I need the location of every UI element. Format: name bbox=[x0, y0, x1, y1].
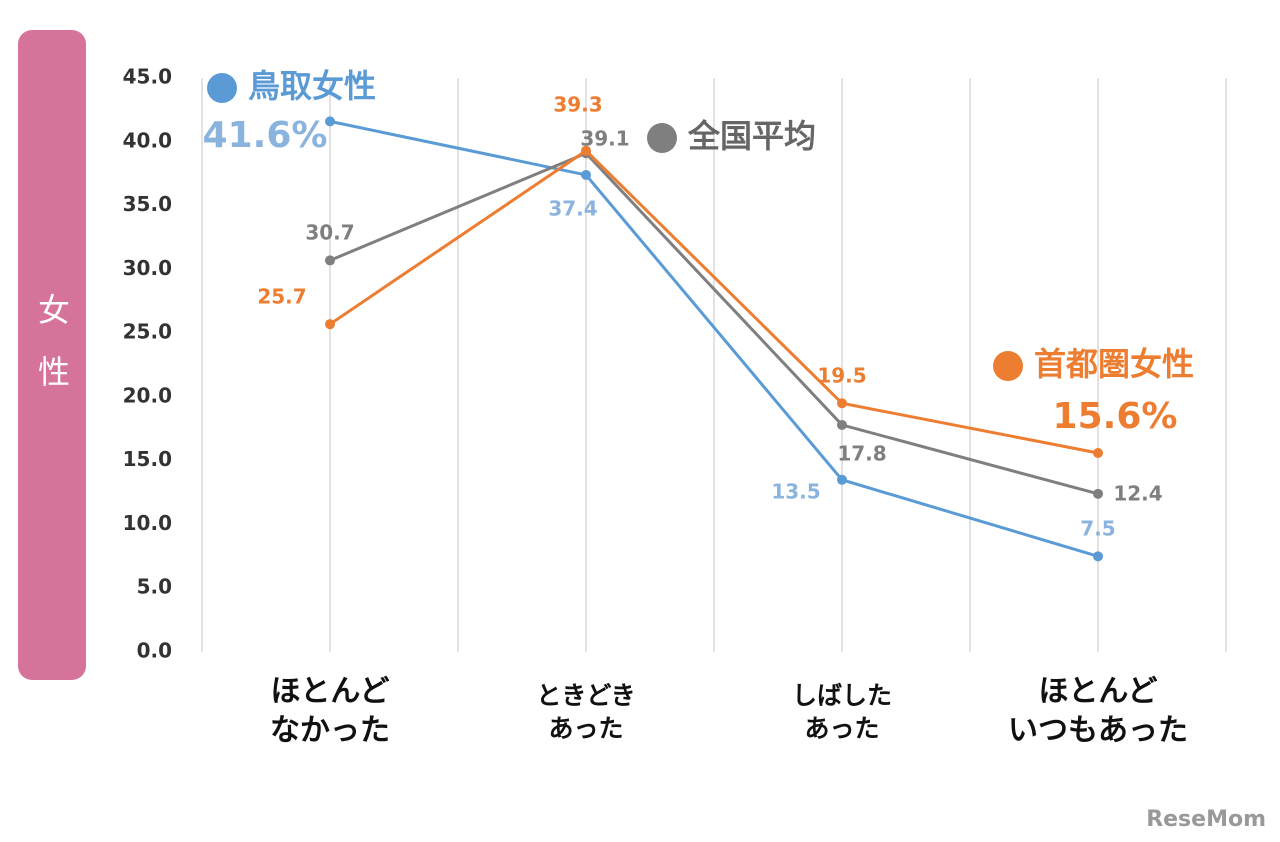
data-point bbox=[1093, 551, 1103, 562]
watermark: ReseMom bbox=[1146, 807, 1266, 832]
data-label: 37.4 bbox=[548, 197, 597, 221]
data-label: 41.6% bbox=[203, 115, 328, 156]
legend-label: 鳥取女性 bbox=[248, 67, 376, 105]
data-point bbox=[837, 474, 847, 485]
data-label: 30.7 bbox=[305, 221, 354, 245]
series-line bbox=[329, 148, 1099, 455]
legend-label: 首都圏女性 bbox=[1034, 345, 1194, 383]
data-point bbox=[1093, 448, 1103, 459]
y-tick-label: 20.0 bbox=[123, 383, 172, 407]
y-tick-label: 15.0 bbox=[123, 447, 172, 471]
x-tick-label: しばした あった bbox=[791, 681, 892, 743]
data-point bbox=[325, 116, 335, 127]
y-tick-label: 10.0 bbox=[123, 511, 172, 535]
y-axis-label: 女性 bbox=[18, 30, 86, 680]
data-point bbox=[1093, 488, 1103, 499]
y-tick-label: 30.0 bbox=[123, 256, 172, 280]
x-tick-label: ほとんど なかった bbox=[270, 674, 390, 748]
data-label: 7.5 bbox=[1080, 517, 1115, 541]
legend-marker bbox=[647, 123, 677, 153]
y-tick-label: 45.0 bbox=[123, 65, 172, 89]
y-tick-label: 0.0 bbox=[137, 639, 172, 663]
data-label: 19.5 bbox=[817, 364, 866, 388]
y-tick-label: 5.0 bbox=[137, 575, 172, 599]
y-tick-label: 35.0 bbox=[123, 192, 172, 216]
data-label: 39.3 bbox=[553, 93, 602, 117]
legend-marker bbox=[207, 73, 237, 103]
x-tick-label: ときどき あった bbox=[536, 681, 636, 743]
data-label: 15.6% bbox=[1053, 396, 1178, 437]
series-line bbox=[329, 119, 1099, 558]
legend-marker bbox=[993, 351, 1023, 381]
data-label: 12.4 bbox=[1113, 482, 1162, 506]
data-point bbox=[325, 255, 335, 266]
data-point bbox=[837, 419, 847, 430]
y-tick-label: 25.0 bbox=[123, 320, 172, 344]
legend-label: 全国平均 bbox=[687, 117, 816, 155]
data-label: 25.7 bbox=[257, 285, 306, 309]
data-point bbox=[581, 169, 591, 180]
data-label: 13.5 bbox=[771, 480, 820, 504]
data-label: 17.8 bbox=[837, 442, 886, 466]
data-point bbox=[837, 398, 847, 409]
data-point bbox=[581, 145, 591, 156]
x-tick-label: ほとんど いつもあった bbox=[1008, 674, 1188, 748]
y-tick-label: 40.0 bbox=[123, 128, 172, 152]
series-line bbox=[329, 151, 1099, 496]
data-point bbox=[325, 319, 335, 330]
